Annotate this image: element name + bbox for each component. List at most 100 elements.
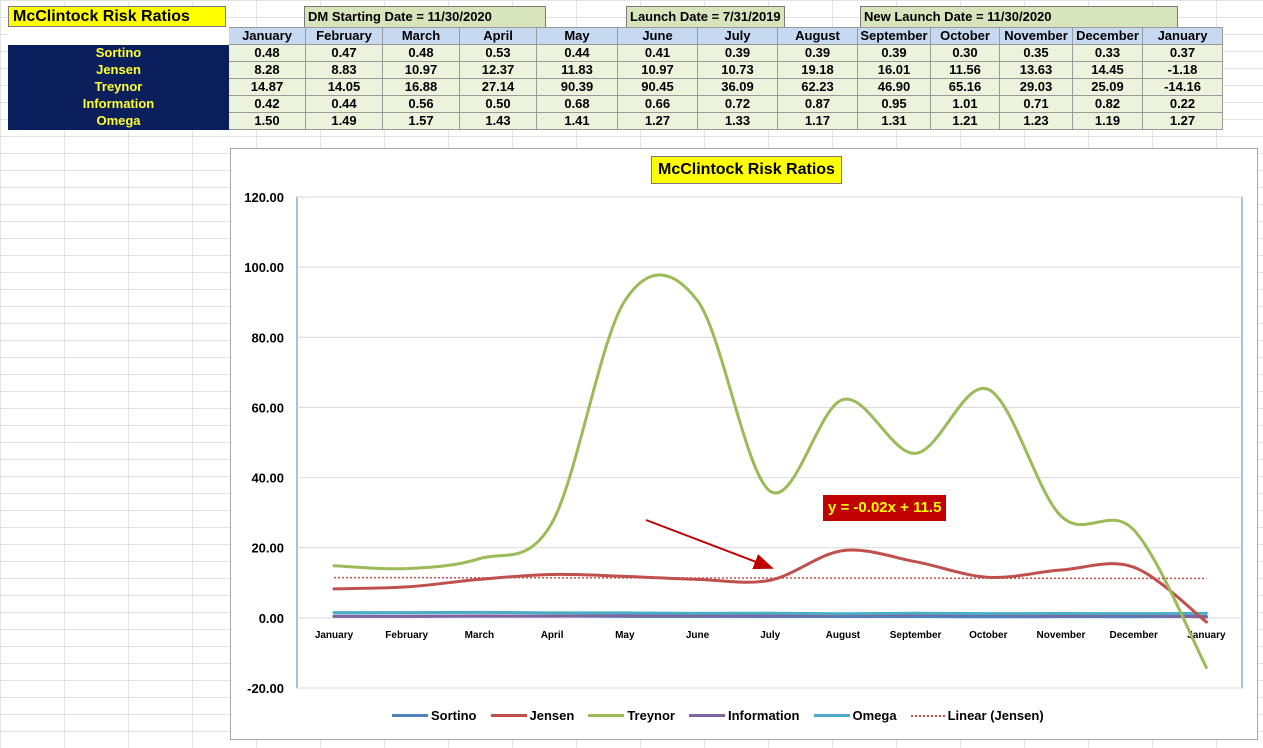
legend-item-information[interactable]: Information: [689, 708, 800, 723]
month-header-cell[interactable]: March: [382, 27, 460, 45]
month-header-cell[interactable]: November: [999, 27, 1073, 45]
table-row: Jensen 8.28 8.83 10.97 12.37 11.83 10.97 10.73 1…: [8, 61, 1223, 79]
value-cell[interactable]: 1.57: [382, 112, 460, 130]
x-tick-label: March: [465, 630, 494, 641]
value-cell[interactable]: 0.48: [228, 44, 306, 62]
chart-legend[interactable]: Sortino Jensen Treynor Information Omega Line…: [392, 708, 1044, 723]
month-header-cell[interactable]: September: [857, 27, 931, 45]
value-cell[interactable]: 1.49: [305, 112, 383, 130]
month-header-cell[interactable]: January: [228, 27, 306, 45]
legend-item-omega[interactable]: Omega: [813, 708, 897, 723]
value-cell[interactable]: 1.50: [228, 112, 306, 130]
value-cell[interactable]: 0.39: [777, 44, 858, 62]
dm-start-date-header[interactable]: DM Starting Date = 11/30/2020: [304, 6, 546, 28]
y-tick-label: -20.00: [247, 681, 284, 696]
legend-item-linear-jensen[interactable]: Linear (Jensen): [910, 708, 1044, 723]
value-cell[interactable]: 14.05: [305, 78, 383, 96]
y-tick-label: 120.00: [244, 190, 284, 205]
value-cell[interactable]: 90.39: [536, 78, 618, 96]
value-cell[interactable]: 14.87: [228, 78, 306, 96]
value-cell[interactable]: 90.45: [617, 78, 698, 96]
series-line-treynor[interactable]: [332, 273, 1208, 670]
value-cell[interactable]: 0.50: [459, 95, 537, 113]
month-header-cell[interactable]: May: [536, 27, 618, 45]
value-cell[interactable]: 1.27: [617, 112, 698, 130]
legend-label: Information: [728, 708, 800, 723]
legend-label: Linear (Jensen): [947, 708, 1044, 723]
legend-swatch: [689, 714, 725, 717]
chart-title[interactable]: McClintock Risk Ratios: [651, 156, 842, 184]
value-cell[interactable]: 0.47: [305, 44, 383, 62]
value-cell[interactable]: 1.43: [459, 112, 537, 130]
legend-swatch: [490, 714, 527, 717]
value-cell[interactable]: 10.97: [382, 61, 460, 79]
legend-item-sortino[interactable]: Sortino: [392, 708, 477, 723]
value-cell[interactable]: 1.19: [1072, 112, 1143, 130]
month-header-cell[interactable]: June: [617, 27, 698, 45]
y-tick-label: 100.00: [244, 260, 284, 275]
trendline-jensen[interactable]: [333, 576, 1207, 580]
value-cell[interactable]: 10.73: [697, 61, 778, 79]
chart-area[interactable]: [230, 148, 1258, 740]
value-cell[interactable]: 1.27: [1142, 112, 1223, 130]
value-cell[interactable]: 1.01: [930, 95, 1000, 113]
value-cell[interactable]: 1.21: [930, 112, 1000, 130]
value-cell[interactable]: 0.56: [382, 95, 460, 113]
row-label-cell[interactable]: Omega: [8, 112, 229, 130]
series-line-jensen[interactable]: [332, 548, 1208, 624]
x-tick-label: January: [315, 630, 354, 641]
value-cell[interactable]: -1.18: [1142, 61, 1223, 79]
risk-ratio-table: January February March April May June July Augu…: [8, 27, 1223, 130]
legend-label: Sortino: [431, 708, 477, 723]
y-tick-label: 0.00: [259, 611, 284, 626]
legend-item-treynor[interactable]: Treynor: [588, 708, 675, 723]
value-cell[interactable]: 0.30: [930, 44, 1000, 62]
value-cell[interactable]: 1.23: [999, 112, 1073, 130]
value-cell[interactable]: 0.68: [536, 95, 618, 113]
value-cell[interactable]: 0.44: [536, 44, 618, 62]
month-header-cell[interactable]: February: [305, 27, 383, 45]
value-cell[interactable]: 8.28: [228, 61, 306, 79]
value-cell[interactable]: 1.31: [857, 112, 931, 130]
value-cell[interactable]: 1.17: [777, 112, 858, 130]
legend-swatch: [910, 714, 945, 717]
legend-label: Jensen: [529, 708, 575, 723]
legend-swatch: [813, 714, 850, 717]
y-tick-label: 60.00: [251, 400, 284, 415]
value-cell[interactable]: 0.48: [382, 44, 460, 62]
x-tick-label: August: [826, 630, 861, 641]
x-tick-label: November: [1037, 630, 1086, 641]
value-cell[interactable]: 0.82: [1072, 95, 1143, 113]
trendline-equation-label[interactable]: y = -0.02x + 11.5: [823, 495, 947, 521]
series-line-information[interactable]: [332, 612, 1208, 619]
value-cell[interactable]: 0.53: [459, 44, 537, 62]
value-cell[interactable]: 36.09: [697, 78, 778, 96]
value-cell[interactable]: 0.71: [999, 95, 1073, 113]
value-cell[interactable]: 0.22: [1142, 95, 1223, 113]
launch-date-header[interactable]: Launch Date = 7/31/2019: [626, 6, 785, 28]
value-cell[interactable]: 0.72: [697, 95, 778, 113]
value-cell[interactable]: 8.83: [305, 61, 383, 79]
value-cell[interactable]: 62.23: [777, 78, 858, 96]
value-cell[interactable]: 10.97: [617, 61, 698, 79]
value-cell[interactable]: 65.16: [930, 78, 1000, 96]
row-label-cell[interactable]: Treynor: [8, 78, 229, 96]
value-cell[interactable]: 19.18: [777, 61, 858, 79]
value-cell[interactable]: 1.41: [536, 112, 618, 130]
value-cell[interactable]: 0.87: [777, 95, 858, 113]
legend-item-jensen[interactable]: Jensen: [490, 708, 575, 723]
row-label-cell[interactable]: Information: [8, 95, 229, 113]
x-tick-label: February: [385, 630, 428, 641]
x-tick-label: October: [969, 630, 1007, 641]
annotation-arrow[interactable]: [645, 519, 774, 570]
legend-label: Treynor: [627, 708, 675, 723]
sheet-title[interactable]: McClintock Risk Ratios: [8, 6, 226, 27]
x-tick-label: June: [686, 630, 710, 641]
value-cell[interactable]: 13.63: [999, 61, 1073, 79]
series-line-omega[interactable]: [332, 610, 1208, 616]
month-header-cell[interactable]: January: [1142, 27, 1223, 45]
value-cell[interactable]: 0.42: [228, 95, 306, 113]
value-cell[interactable]: 0.33: [1072, 44, 1143, 62]
legend-swatch: [588, 714, 625, 717]
